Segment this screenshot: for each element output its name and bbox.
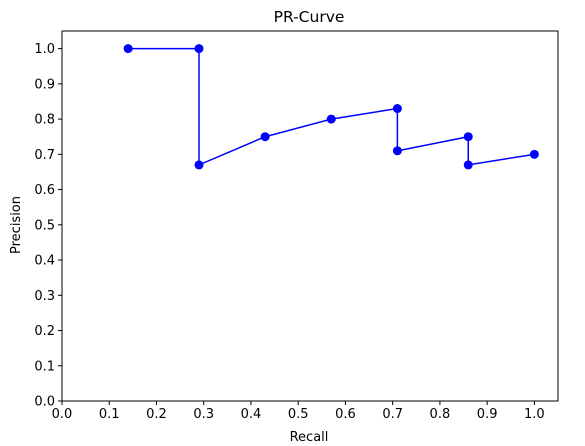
y-tick-label: 0.7 [34, 148, 55, 163]
y-tick-label: 0.9 [34, 77, 55, 92]
y-tick-label: 0.4 [34, 254, 55, 269]
x-tick-label: 0.9 [477, 407, 498, 422]
x-tick-label: 0.1 [99, 407, 120, 422]
x-tick-label: 0.5 [288, 407, 309, 422]
x-axis-ticks: 0.0 0.1 0.2 0.3 0.4 0.5 0.6 0.7 0.8 0.9 1.0 [52, 401, 545, 422]
chart-title: PR-Curve [274, 8, 345, 26]
data-point [529, 149, 539, 159]
x-tick-label: 0.2 [146, 407, 167, 422]
y-tick-label: 0.6 [34, 183, 55, 198]
x-tick-label: 0.6 [335, 407, 356, 422]
data-point [194, 160, 204, 170]
data-point [463, 160, 473, 170]
x-tick-label: 0.7 [382, 407, 403, 422]
x-tick-label: 0.3 [193, 407, 214, 422]
y-tick-label: 0.0 [34, 395, 55, 410]
y-axis-ticks: 0.0 0.1 0.2 0.3 0.4 0.5 0.6 0.7 0.8 0.9 1.0 [34, 42, 62, 410]
x-axis-label: Recall [290, 430, 329, 445]
y-tick-label: 1.0 [34, 42, 55, 57]
data-point [326, 114, 336, 124]
data-point [194, 44, 204, 54]
y-tick-label: 0.1 [34, 359, 55, 374]
y-tick-label: 0.5 [34, 218, 55, 233]
x-tick-label: 0.8 [430, 407, 451, 422]
plot-frame [61, 30, 559, 402]
x-tick-label: 1.0 [524, 407, 545, 422]
data-point [392, 104, 402, 114]
series-line [128, 47, 535, 167]
y-axis-label: Precision [9, 196, 24, 254]
data-point [463, 132, 473, 142]
y-tick-label: 0.2 [34, 324, 55, 339]
series-layer [123, 44, 539, 170]
data-point [260, 132, 270, 142]
y-tick-label: 0.3 [34, 289, 55, 304]
data-point [123, 44, 133, 54]
x-tick-label: 0.0 [52, 407, 73, 422]
x-tick-label: 0.4 [241, 407, 262, 422]
data-point [392, 146, 402, 156]
y-tick-label: 0.8 [34, 113, 55, 128]
